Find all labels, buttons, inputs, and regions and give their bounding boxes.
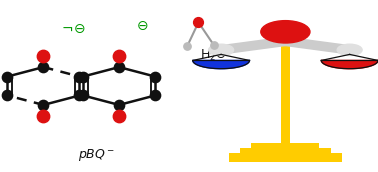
FancyBboxPatch shape xyxy=(240,148,331,155)
Point xyxy=(195,21,201,24)
FancyBboxPatch shape xyxy=(281,43,290,151)
Circle shape xyxy=(261,21,310,43)
FancyBboxPatch shape xyxy=(251,143,319,149)
Point xyxy=(152,94,158,97)
Point xyxy=(80,94,86,97)
Point xyxy=(116,115,122,117)
Text: H$_2$O: H$_2$O xyxy=(200,47,227,63)
Point xyxy=(184,45,190,48)
Text: $p$BQ$^-$: $p$BQ$^-$ xyxy=(78,147,115,163)
Point xyxy=(40,55,46,57)
Point xyxy=(211,43,217,46)
Point xyxy=(80,75,86,78)
Point xyxy=(5,75,11,78)
Polygon shape xyxy=(193,60,249,69)
Text: $\neg\!\ominus$: $\neg\!\ominus$ xyxy=(62,22,86,36)
Circle shape xyxy=(337,44,362,56)
Polygon shape xyxy=(321,60,378,69)
Point xyxy=(152,75,158,78)
Point xyxy=(116,55,122,57)
Point xyxy=(40,115,46,117)
Point xyxy=(116,66,122,68)
Point xyxy=(76,94,82,97)
Circle shape xyxy=(209,44,234,56)
Point xyxy=(5,94,11,97)
Point xyxy=(116,104,122,106)
Point xyxy=(40,104,46,106)
FancyBboxPatch shape xyxy=(229,153,342,162)
Point xyxy=(40,66,46,68)
Point xyxy=(76,75,82,78)
Text: $\ominus$: $\ominus$ xyxy=(136,19,148,33)
